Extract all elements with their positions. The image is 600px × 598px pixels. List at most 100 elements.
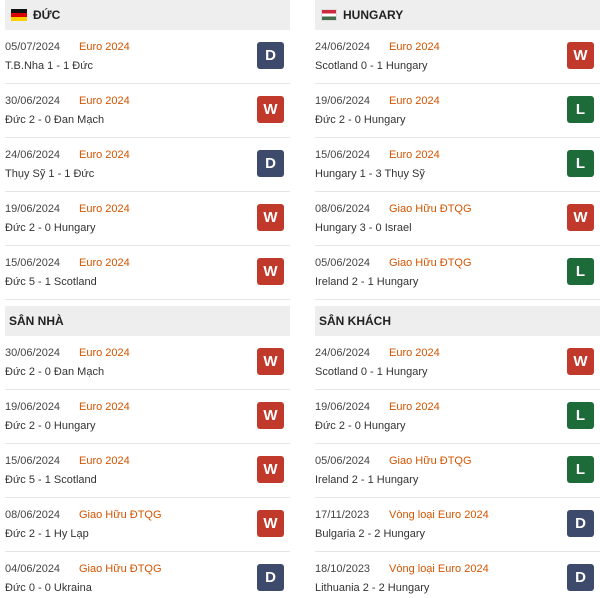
match-score: Lithuania 2 - 2 Hungary [315, 582, 430, 594]
competition-name: Euro 2024 [79, 41, 130, 53]
match-score: Ireland 2 - 1 Hungary [315, 474, 419, 486]
result-badge: W [257, 456, 284, 483]
match-date: 08/06/2024 [315, 203, 371, 215]
match-date: 05/06/2024 [315, 257, 371, 269]
result-badge: D [257, 564, 284, 591]
match-row[interactable]: 08/06/2024 Giao Hữu ĐTQG Đức 2 - 1 Hy Lạp W [5, 498, 290, 552]
match-row[interactable]: 05/06/2024 Giao Hữu ĐTQG Ireland 2 - 1 Hun… [315, 246, 600, 300]
competition-name: Euro 2024 [389, 401, 440, 413]
section-title: ĐỨC [33, 8, 61, 22]
match-score: Đức 2 - 0 Đan Mạch [5, 114, 105, 126]
competition-name: Euro 2024 [79, 149, 130, 161]
competition-name: Euro 2024 [389, 347, 440, 359]
match-row[interactable]: 15/06/2024 Euro 2024 Đức 5 - 1 Scotland W [5, 444, 290, 498]
match-score: T.B.Nha 1 - 1 Đức [5, 60, 94, 72]
match-date: 19/06/2024 [5, 401, 61, 413]
result-badge: W [257, 96, 284, 123]
result-badge: W [567, 42, 594, 69]
competition-name: Euro 2024 [79, 257, 130, 269]
section-header-hungary: HUNGARY [315, 0, 600, 30]
match-score: Đức 2 - 0 Hungary [5, 420, 96, 432]
competition-name: Giao Hữu ĐTQG [389, 455, 472, 467]
hungary-column: HUNGARY 24/06/2024 Euro 2024 Scotland 0 - … [315, 0, 600, 598]
match-score: Đức 0 - 0 Ukraina [5, 582, 92, 594]
match-row[interactable]: 05/06/2024 Giao Hữu ĐTQG Ireland 2 - 1 Hun… [315, 444, 600, 498]
result-badge: W [257, 348, 284, 375]
result-badge: D [567, 564, 594, 591]
match-date: 04/06/2024 [5, 563, 61, 575]
germany-flag-icon [11, 9, 27, 21]
match-score: Đức 2 - 0 Hungary [5, 222, 96, 234]
hungary-flag-icon [321, 9, 337, 21]
match-score: Bulgaria 2 - 2 Hungary [315, 528, 426, 540]
match-row[interactable]: 24/06/2024 Euro 2024 Scotland 0 - 1 Hungar… [315, 336, 600, 390]
match-score: Đức 5 - 1 Scotland [5, 276, 97, 288]
match-score: Thụy Sỹ 1 - 1 Đức [5, 168, 95, 180]
result-badge: L [567, 150, 594, 177]
match-score: Đức 5 - 1 Scotland [5, 474, 97, 486]
match-row[interactable]: 08/06/2024 Giao Hữu ĐTQG Hungary 3 - 0 Isr… [315, 192, 600, 246]
section-header-away: SÂN KHÁCH [315, 306, 600, 336]
match-row[interactable]: 05/07/2024 Euro 2024 T.B.Nha 1 - 1 Đức D [5, 30, 290, 84]
match-date: 19/06/2024 [315, 95, 371, 107]
result-badge: W [257, 402, 284, 429]
match-date: 15/06/2024 [315, 149, 371, 161]
germany-home-list: 30/06/2024 Euro 2024 Đức 2 - 0 Đan Mạch W 19… [5, 336, 290, 598]
match-date: 18/10/2023 [315, 563, 371, 575]
match-date: 24/06/2024 [5, 149, 61, 161]
match-row[interactable]: 24/06/2024 Euro 2024 Thụy Sỹ 1 - 1 Đức D [5, 138, 290, 192]
hungary-recent-list: 24/06/2024 Euro 2024 Scotland 0 - 1 Hungar… [315, 30, 600, 300]
match-row[interactable]: 15/06/2024 Euro 2024 Đức 5 - 1 Scotland W [5, 246, 290, 300]
competition-name: Euro 2024 [79, 347, 130, 359]
competition-name: Giao Hữu ĐTQG [79, 509, 162, 521]
match-row[interactable]: 15/06/2024 Euro 2024 Hungary 1 - 3 Thụy Sỹ… [315, 138, 600, 192]
competition-name: Giao Hữu ĐTQG [79, 563, 162, 575]
competition-name: Giao Hữu ĐTQG [389, 257, 472, 269]
hungary-away-list: 24/06/2024 Euro 2024 Scotland 0 - 1 Hungar… [315, 336, 600, 598]
result-badge: D [567, 510, 594, 537]
match-date: 05/07/2024 [5, 41, 61, 53]
match-score: Đức 2 - 0 Hungary [315, 114, 406, 126]
result-badge: L [567, 96, 594, 123]
match-date: 24/06/2024 [315, 347, 371, 359]
competition-name: Euro 2024 [389, 95, 440, 107]
match-row[interactable]: 30/06/2024 Euro 2024 Đức 2 - 0 Đan Mạch W [5, 84, 290, 138]
result-badge: W [567, 348, 594, 375]
match-date: 15/06/2024 [5, 455, 61, 467]
match-row[interactable]: 30/06/2024 Euro 2024 Đức 2 - 0 Đan Mạch W [5, 336, 290, 390]
section-header-germany: ĐỨC [5, 0, 290, 30]
match-row[interactable]: 19/06/2024 Euro 2024 Đức 2 - 0 Hungary W [5, 192, 290, 246]
section-title: HUNGARY [343, 8, 404, 22]
match-score: Đức 2 - 0 Hungary [315, 420, 406, 432]
match-score: Scotland 0 - 1 Hungary [315, 366, 428, 378]
match-row[interactable]: 18/10/2023 Vòng loại Euro 2024 Lithuania 2… [315, 552, 600, 598]
match-row[interactable]: 19/06/2024 Euro 2024 Đức 2 - 0 Hungary L [315, 390, 600, 444]
match-date: 24/06/2024 [315, 41, 371, 53]
match-row[interactable]: 19/06/2024 Euro 2024 Đức 2 - 0 Hungary W [5, 390, 290, 444]
match-date: 15/06/2024 [5, 257, 61, 269]
result-badge: D [257, 42, 284, 69]
competition-name: Euro 2024 [389, 149, 440, 161]
match-date: 30/06/2024 [5, 347, 61, 359]
result-badge: L [567, 456, 594, 483]
match-date: 19/06/2024 [315, 401, 371, 413]
match-date: 05/06/2024 [315, 455, 371, 467]
match-row[interactable]: 04/06/2024 Giao Hữu ĐTQG Đức 0 - 0 Ukraina… [5, 552, 290, 598]
match-row[interactable]: 24/06/2024 Euro 2024 Scotland 0 - 1 Hungar… [315, 30, 600, 84]
competition-name: Euro 2024 [79, 455, 130, 467]
germany-column: ĐỨC 05/07/2024 Euro 2024 T.B.Nha 1 - 1 Đức… [5, 0, 290, 598]
competition-name: Vòng loại Euro 2024 [389, 563, 489, 575]
competition-name: Euro 2024 [389, 41, 440, 53]
match-row[interactable]: 19/06/2024 Euro 2024 Đức 2 - 0 Hungary L [315, 84, 600, 138]
section-title: SÂN NHÀ [9, 314, 64, 328]
match-row[interactable]: 17/11/2023 Vòng loại Euro 2024 Bulgaria 2 … [315, 498, 600, 552]
match-date: 30/06/2024 [5, 95, 61, 107]
section-title: SÂN KHÁCH [319, 314, 391, 328]
result-badge: L [567, 402, 594, 429]
competition-name: Giao Hữu ĐTQG [389, 203, 472, 215]
match-score: Hungary 1 - 3 Thụy Sỹ [315, 168, 425, 180]
germany-recent-list: 05/07/2024 Euro 2024 T.B.Nha 1 - 1 Đức D 30/… [5, 30, 290, 300]
match-score: Ireland 2 - 1 Hungary [315, 276, 419, 288]
result-badge: W [567, 204, 594, 231]
result-badge: D [257, 150, 284, 177]
